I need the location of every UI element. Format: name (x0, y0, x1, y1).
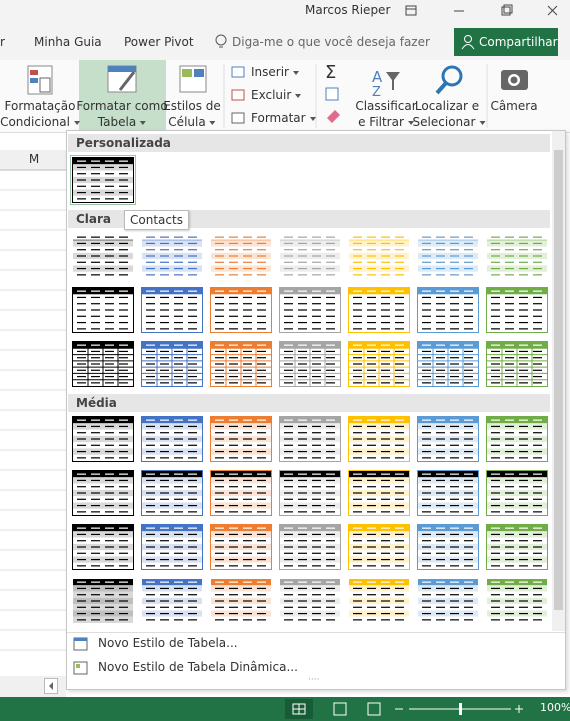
column-header: M (28, 152, 40, 166)
table-style[interactable] (417, 524, 479, 570)
table-style[interactable] (348, 287, 410, 333)
tell-me[interactable]: Diga-me o que você deseja fazer (232, 35, 430, 49)
table-style[interactable] (417, 287, 479, 333)
table-style[interactable] (141, 341, 203, 387)
svg-text:Σ: Σ (325, 62, 336, 83)
svg-text:Z: Z (372, 85, 381, 100)
table-style[interactable] (210, 233, 272, 279)
table-style[interactable] (72, 287, 134, 333)
ribbon-label[interactable]: Formatar (251, 111, 316, 125)
tab[interactable]: Power Pivot (124, 35, 194, 49)
table-style[interactable] (486, 470, 548, 516)
table-style[interactable] (279, 416, 341, 462)
table-style[interactable] (279, 578, 341, 624)
ribbon-label[interactable]: Câmera (490, 99, 538, 113)
ribbon-label[interactable]: Selecionar (413, 115, 486, 129)
table-style[interactable] (486, 416, 548, 462)
table-style[interactable] (72, 524, 134, 570)
ribbon-icons: Σ AZ (27, 62, 528, 128)
window-controls (405, 4, 558, 16)
menu-item[interactable]: Novo Estilo de Tabela Dinâmica... (98, 660, 298, 674)
table-style[interactable] (417, 416, 479, 462)
table-style[interactable] (348, 524, 410, 570)
table-style[interactable] (141, 470, 203, 516)
table-style[interactable] (141, 287, 203, 333)
sheet-grid (0, 150, 68, 651)
tooltip: Contacts (124, 210, 189, 230)
table-style[interactable] (141, 524, 203, 570)
svg-text:A: A (372, 68, 383, 86)
table-style[interactable] (486, 233, 548, 279)
share-button[interactable] (454, 28, 558, 56)
table-style[interactable] (486, 287, 548, 333)
ribbon-label[interactable]: Condicional (0, 115, 80, 129)
table-style[interactable] (210, 524, 272, 570)
section-header: Personalizada (68, 134, 550, 152)
table-style[interactable] (279, 524, 341, 570)
table-style[interactable] (210, 287, 272, 333)
table-style[interactable] (72, 341, 134, 387)
separator (67, 632, 565, 633)
menu-item[interactable]: Novo Estilo de Tabela... (98, 636, 238, 650)
table-style[interactable] (486, 341, 548, 387)
table-style[interactable] (417, 341, 479, 387)
table-style[interactable] (348, 416, 410, 462)
table-style[interactable] (210, 416, 272, 462)
ribbon-label[interactable]: Classificar (355, 99, 417, 113)
table-style[interactable] (141, 416, 203, 462)
share-label[interactable]: Compartilhar (479, 35, 558, 49)
table-style[interactable] (348, 470, 410, 516)
table-style[interactable] (279, 287, 341, 333)
ribbon-label[interactable]: Formatar como (76, 99, 168, 113)
table-style[interactable] (417, 233, 479, 279)
table-style[interactable] (141, 233, 203, 279)
table-style[interactable] (72, 470, 134, 516)
table-style[interactable] (210, 470, 272, 516)
lightbulb-icon (215, 34, 227, 48)
table-style[interactable] (486, 524, 548, 570)
status-controls (285, 699, 523, 719)
ribbon-label[interactable]: Formatação (4, 99, 76, 113)
user-name: Marcos Rieper (305, 3, 391, 17)
table-style[interactable] (210, 341, 272, 387)
ribbon-label[interactable]: Excluir (251, 88, 301, 102)
section-header: Média (68, 394, 550, 412)
ribbon-label[interactable]: Tabela (98, 115, 146, 129)
table-style[interactable] (279, 233, 341, 279)
ribbon-label[interactable]: Inserir (251, 65, 299, 79)
table-style[interactable] (348, 341, 410, 387)
scroll-thumb[interactable] (554, 150, 563, 610)
table-style[interactable] (72, 233, 134, 279)
selected-style (70, 155, 136, 205)
share-icon (461, 35, 475, 50)
table-style[interactable] (417, 578, 479, 624)
tab[interactable]: Minha Guia (34, 35, 102, 49)
table-style[interactable] (72, 157, 134, 203)
table-style[interactable] (279, 341, 341, 387)
tab[interactable]: r (0, 35, 5, 49)
table-style[interactable] (348, 578, 410, 624)
zoom-level: 100% (540, 701, 570, 714)
ribbon-label[interactable]: Estilos de (163, 99, 221, 113)
ribbon-label[interactable]: e Filtrar (358, 115, 414, 129)
menu-icons (73, 637, 88, 675)
ribbon-label[interactable]: Célula (168, 115, 215, 129)
table-style[interactable] (417, 470, 479, 516)
table-style[interactable] (141, 578, 203, 624)
table-style[interactable] (72, 416, 134, 462)
tab-scroll[interactable] (44, 678, 58, 694)
ribbon-label[interactable]: Localizar e (414, 99, 480, 113)
table-style[interactable] (210, 578, 272, 624)
table-style[interactable] (279, 470, 341, 516)
table-style[interactable] (348, 233, 410, 279)
table-style[interactable] (486, 578, 548, 624)
table-style[interactable] (72, 578, 134, 624)
